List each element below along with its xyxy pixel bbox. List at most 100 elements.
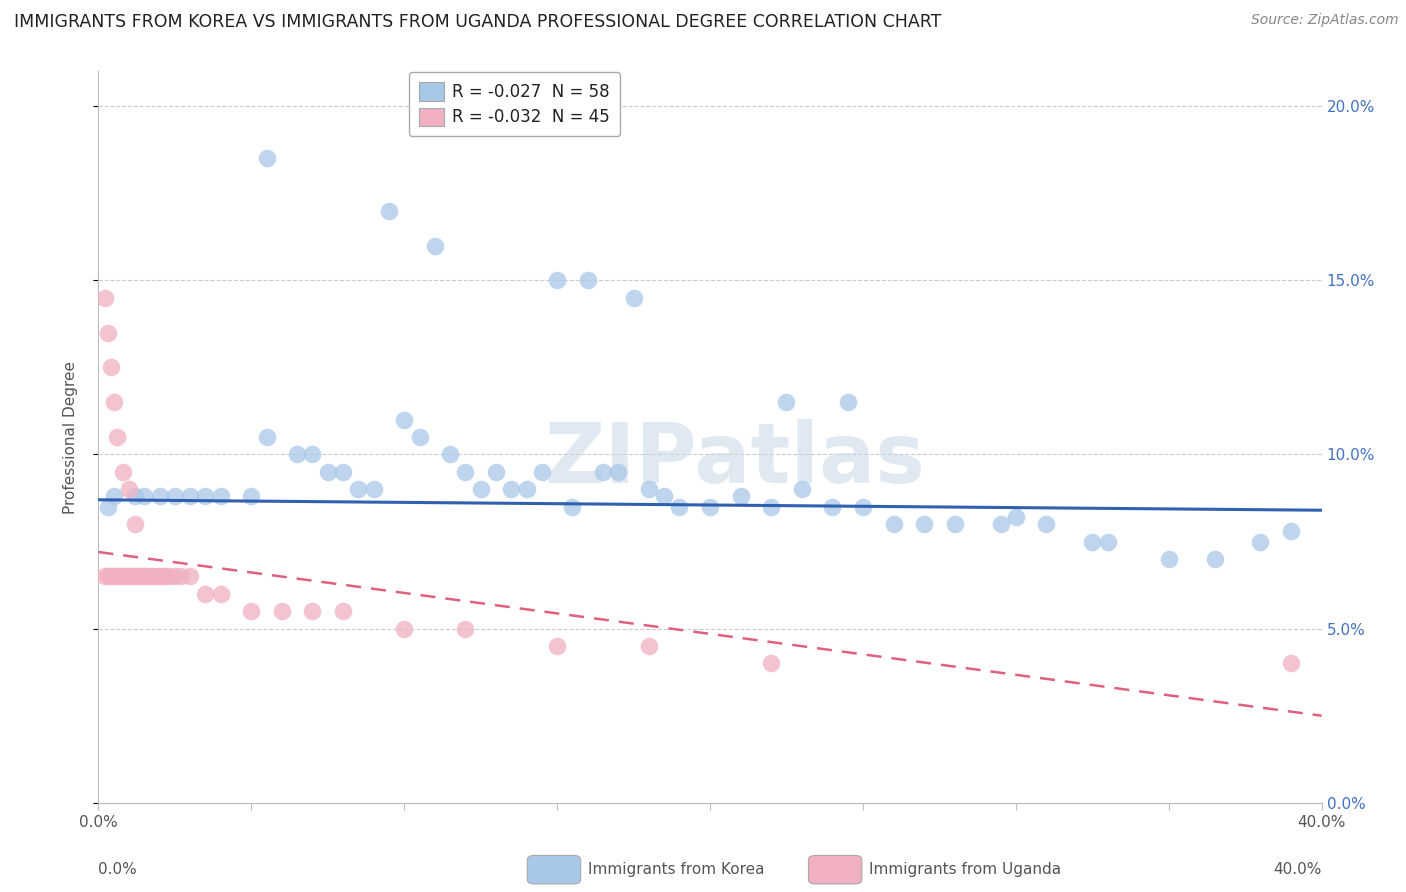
Point	[301, 604, 323, 618]
Point	[363, 483, 385, 497]
Point	[790, 483, 813, 497]
Point	[124, 489, 146, 503]
Point	[285, 448, 308, 462]
Point	[103, 395, 125, 409]
Point	[155, 569, 177, 583]
Point	[256, 152, 278, 166]
Point	[470, 483, 492, 497]
Point	[943, 517, 966, 532]
Legend: R = -0.027  N = 58, R = -0.032  N = 45: R = -0.027 N = 58, R = -0.032 N = 45	[409, 72, 620, 136]
Point	[1035, 517, 1057, 532]
Point	[111, 465, 134, 479]
Point	[124, 569, 146, 583]
Point	[1097, 534, 1119, 549]
Point	[592, 465, 614, 479]
Point	[145, 569, 167, 583]
Point	[485, 465, 508, 479]
Point	[623, 291, 645, 305]
Point	[139, 569, 162, 583]
Point	[576, 273, 599, 287]
Point	[423, 238, 446, 252]
Point	[149, 569, 172, 583]
Point	[105, 430, 128, 444]
Point	[115, 569, 138, 583]
Point	[883, 517, 905, 532]
Point	[108, 569, 131, 583]
Point	[561, 500, 583, 514]
Text: 0.0%: 0.0%	[98, 863, 138, 877]
Text: Source: ZipAtlas.com: Source: ZipAtlas.com	[1251, 13, 1399, 28]
Point	[163, 489, 186, 503]
Point	[501, 483, 523, 497]
Point	[392, 622, 416, 636]
Point	[546, 639, 568, 653]
Point	[97, 500, 120, 514]
Point	[127, 569, 149, 583]
Point	[100, 360, 122, 375]
Point	[163, 569, 186, 583]
Point	[270, 604, 294, 618]
Point	[699, 500, 721, 514]
Point	[209, 489, 232, 503]
Point	[332, 465, 354, 479]
Point	[516, 483, 538, 497]
Point	[392, 412, 416, 426]
Text: 40.0%: 40.0%	[1274, 863, 1322, 877]
Point	[152, 569, 174, 583]
Point	[837, 395, 859, 409]
Point	[1157, 552, 1180, 566]
Y-axis label: Professional Degree: Professional Degree	[63, 360, 77, 514]
Point	[240, 604, 263, 618]
Point	[170, 569, 193, 583]
Point	[100, 569, 122, 583]
Point	[454, 465, 477, 479]
Point	[761, 500, 783, 514]
Point	[1250, 534, 1272, 549]
Point	[179, 489, 201, 503]
Point	[134, 569, 156, 583]
Text: IMMIGRANTS FROM KOREA VS IMMIGRANTS FROM UGANDA PROFESSIONAL DEGREE CORRELATION : IMMIGRANTS FROM KOREA VS IMMIGRANTS FROM…	[14, 13, 942, 31]
Point	[1081, 534, 1104, 549]
Point	[179, 569, 201, 583]
Point	[638, 639, 661, 653]
Text: Immigrants from Korea: Immigrants from Korea	[588, 863, 765, 877]
Point	[118, 569, 141, 583]
Point	[129, 569, 152, 583]
Point	[97, 326, 120, 340]
Point	[638, 483, 661, 497]
Point	[332, 604, 354, 618]
Point	[454, 622, 477, 636]
Point	[378, 203, 401, 218]
Point	[530, 465, 553, 479]
Point	[93, 291, 115, 305]
Point	[209, 587, 232, 601]
Point	[1204, 552, 1226, 566]
Point	[775, 395, 797, 409]
Point	[607, 465, 630, 479]
Text: Immigrants from Uganda: Immigrants from Uganda	[869, 863, 1062, 877]
Point	[105, 569, 128, 583]
Point	[240, 489, 263, 503]
Point	[194, 587, 217, 601]
Point	[103, 569, 125, 583]
Point	[136, 569, 159, 583]
Point	[157, 569, 180, 583]
Point	[821, 500, 844, 514]
Point	[439, 448, 461, 462]
Point	[761, 657, 783, 671]
Point	[103, 489, 125, 503]
Point	[124, 517, 146, 532]
Point	[1279, 524, 1302, 538]
Point	[149, 489, 172, 503]
Point	[408, 430, 430, 444]
Point	[194, 489, 217, 503]
Point	[93, 569, 115, 583]
Point	[111, 569, 134, 583]
Point	[668, 500, 690, 514]
Point	[256, 430, 278, 444]
Text: ZIPatlas: ZIPatlas	[544, 418, 925, 500]
Point	[990, 517, 1012, 532]
Point	[912, 517, 935, 532]
Point	[546, 273, 568, 287]
Point	[118, 483, 141, 497]
